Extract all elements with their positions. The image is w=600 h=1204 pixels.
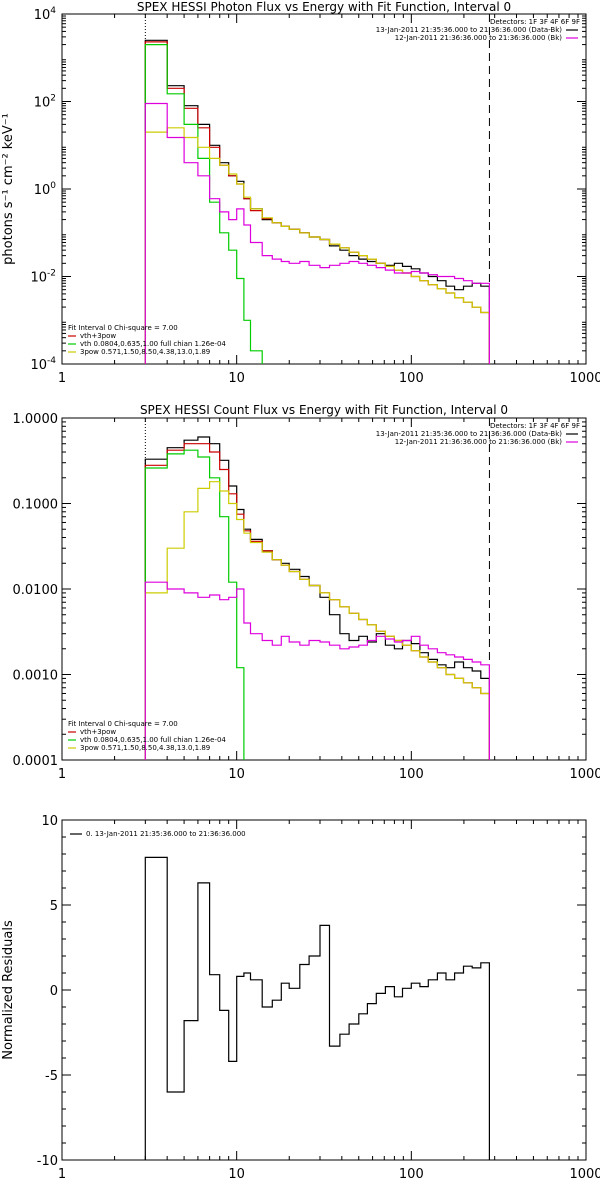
series-line-1	[145, 857, 489, 1160]
y-tick-label: 0	[50, 984, 58, 999]
legend-entry: 12-Jan-2011 21:36:36.000 to 21:36:36.000…	[395, 438, 563, 446]
x-tick-label: 100	[399, 767, 424, 782]
y-tick-label: -5	[45, 1069, 58, 1084]
chart-title: SPEX HESSI Count Flux vs Energy with Fit…	[140, 403, 508, 417]
y-tick-label: 5	[50, 899, 58, 914]
y-tick-label: 10-2	[30, 269, 56, 286]
plot-frame	[62, 14, 586, 364]
y-axis-label: Normalized Residuals	[1, 920, 16, 1060]
x-tick-label: 1000	[569, 371, 600, 386]
x-tick-label: 1	[58, 371, 66, 386]
series-line-5	[145, 104, 489, 370]
chart-title: SPEX HESSI Photon Flux vs Energy with Fi…	[137, 0, 511, 14]
x-tick-label: 100	[399, 371, 424, 386]
y-tick-label: 0.0100	[13, 583, 59, 598]
y-tick-label: 104	[34, 6, 57, 23]
legend-header: Detectors: 1F 3F 4F 6F 9F	[490, 422, 580, 430]
y-tick-label: 10-4	[30, 356, 56, 373]
legend-header: Detectors: 1F 3F 4F 6F 9F	[490, 18, 580, 26]
series-line-3	[145, 450, 489, 931]
series-line-2	[145, 444, 489, 765]
y-tick-label: 0.1000	[13, 498, 59, 513]
y-axis-label: photons s⁻¹ cm⁻² keV⁻¹	[1, 113, 16, 265]
x-tick-label: 10	[228, 767, 245, 782]
x-tick-label: 1000	[569, 767, 600, 782]
x-tick-label: 1	[58, 767, 66, 782]
y-tick-label: 1.0000	[13, 412, 59, 427]
legend-entry: 13-Jan-2011 21:35:36.000 to 21:36:36.000…	[376, 26, 563, 34]
legend-entry: 3pow 0.571,1.50,8.50,4.38,13.0,1.89	[80, 744, 210, 752]
series-line-4	[145, 128, 489, 369]
plot-frame	[62, 418, 586, 760]
chart-panel-3: 1 10 100 1000 -10 -5 0 5 10 Normalized Residuals 0…	[1, 814, 600, 1182]
legend-entry: vth 0.0804,0.635,1.00 full chian 1.26e-0…	[80, 340, 226, 348]
y-tick-label: 102	[34, 94, 56, 111]
y-tick-label: 0.0001	[13, 754, 59, 769]
y-tick-label: 100	[34, 181, 57, 198]
legend-entry: 3pow 0.571,1.50,8.50,4.38,13.0,1.89	[80, 348, 210, 356]
series-line-2	[145, 42, 489, 369]
legend-header: Fit Interval 0 Chi-square = 7.00	[68, 324, 178, 332]
y-tick-label: 0.0010	[13, 669, 59, 684]
series-line-4	[145, 482, 489, 765]
legend-entry: vth+3pow	[80, 332, 116, 340]
series-line-1	[145, 40, 489, 369]
chart-panel-1: SPEX HESSI Photon Flux vs Energy with Fi…	[1, 0, 600, 452]
legend-entry: 12-Jan-2011 21:36:36.000 to 21:36:36.000…	[395, 34, 563, 42]
legend-entry: 0. 13-Jan-2011 21:35:36.000 to 21:36:36.…	[86, 830, 246, 838]
chart-panel-2: SPEX HESSI Count Flux vs Energy with Fit…	[13, 403, 600, 931]
series-line-1	[145, 437, 489, 765]
legend-entry: vth+3pow	[80, 728, 116, 736]
x-tick-label: 10	[228, 371, 245, 386]
x-tick-label: 1	[58, 1167, 66, 1182]
y-tick-label: 10	[41, 814, 58, 829]
x-tick-label: 1000	[569, 1167, 600, 1182]
legend-entry: 13-Jan-2011 21:35:36.000 to 21:36:36.000…	[376, 430, 563, 438]
plot-frame	[62, 820, 586, 1160]
y-tick-label: -10	[37, 1154, 58, 1169]
x-tick-label: 100	[399, 1167, 424, 1182]
legend-entry: vth 0.0804,0.635,1.00 full chian 1.26e-0…	[80, 736, 226, 744]
x-tick-label: 10	[228, 1167, 245, 1182]
legend-header: Fit Interval 0 Chi-square = 7.00	[68, 720, 178, 728]
